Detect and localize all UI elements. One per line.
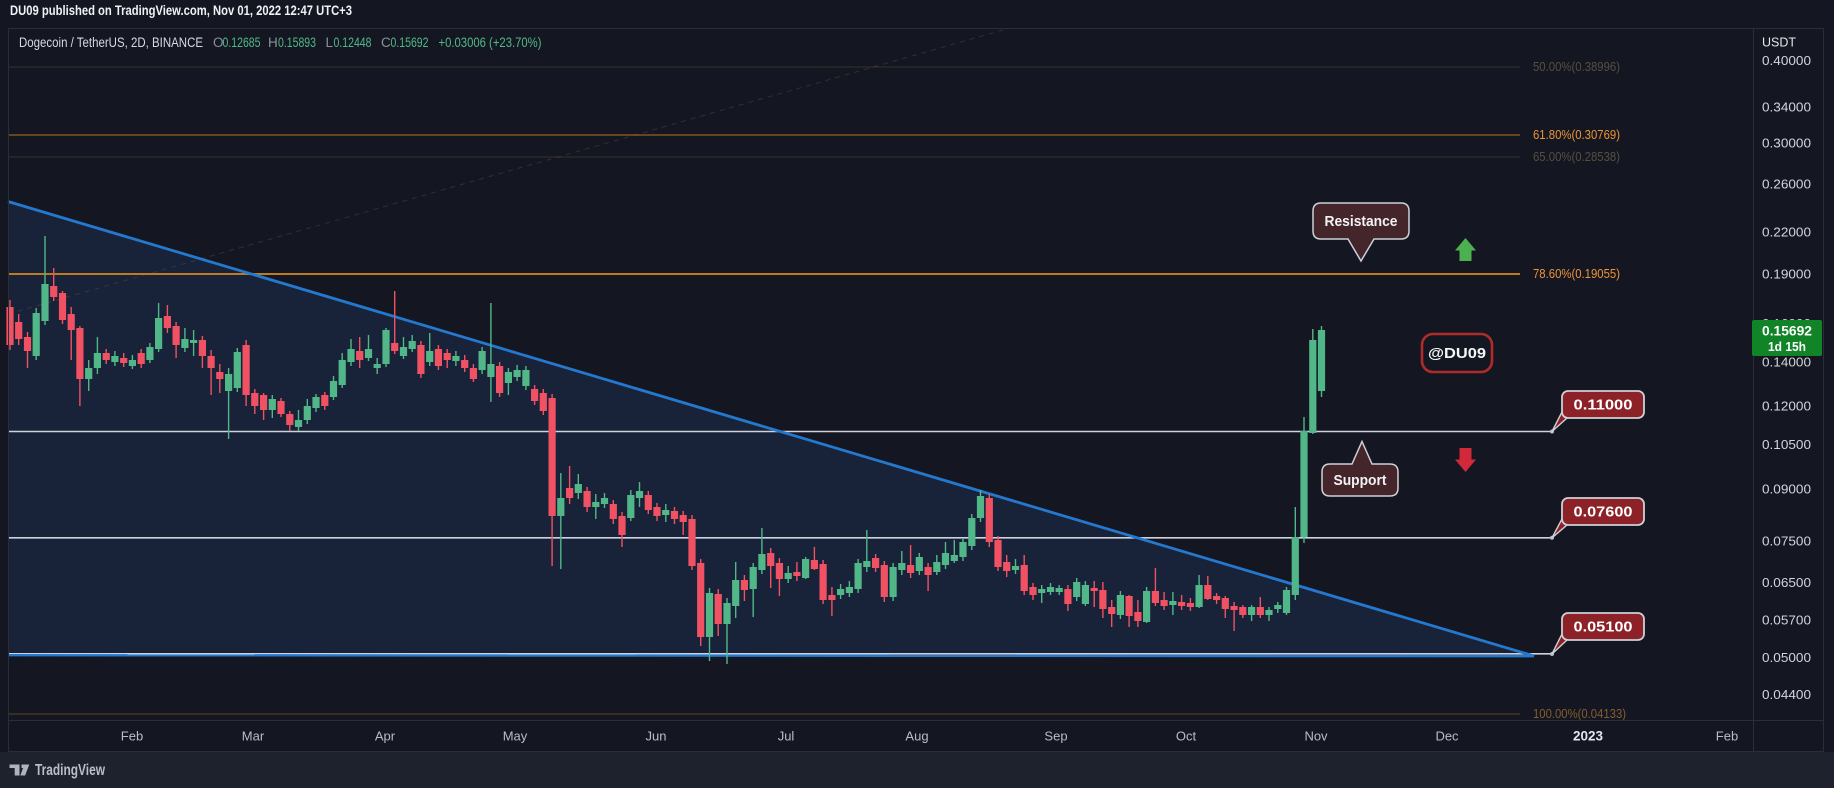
svg-text:Resistance: Resistance [1325,213,1398,230]
svg-text:TradingView: TradingView [35,762,106,779]
svg-text:65.00%(0.28538): 65.00%(0.28538) [1533,149,1620,164]
svg-text:100.00%(0.04133): 100.00%(0.04133) [1533,706,1626,721]
svg-text:0.12685: 0.12685 [223,35,261,50]
svg-text:0.10500: 0.10500 [1762,437,1811,452]
svg-text:2023: 2023 [1573,729,1604,744]
svg-text:0.07500: 0.07500 [1762,534,1811,549]
svg-text:May: May [503,728,528,743]
svg-text:0.09000: 0.09000 [1762,481,1811,496]
svg-text:0.07600: 0.07600 [1574,503,1633,520]
svg-text:0.05100: 0.05100 [1574,618,1633,635]
svg-text:Feb: Feb [1716,728,1738,743]
svg-text:Jun: Jun [646,728,667,743]
svg-text:61.80%(0.30769): 61.80%(0.30769) [1533,127,1620,142]
svg-text:50.00%(0.38996): 50.00%(0.38996) [1533,59,1620,74]
svg-text:Aug: Aug [905,728,928,743]
svg-text:Support: Support [1334,472,1387,489]
svg-text:0.12000: 0.12000 [1762,399,1811,414]
svg-text:Nov: Nov [1304,728,1328,743]
svg-text:0.12448: 0.12448 [334,35,372,50]
svg-text:C: C [381,35,391,50]
svg-text:Mar: Mar [242,728,265,743]
svg-text:0.22000: 0.22000 [1762,225,1811,240]
svg-text:0.15692: 0.15692 [1762,324,1812,339]
svg-text:L: L [326,35,334,50]
svg-text:0.34000: 0.34000 [1762,100,1811,115]
svg-text:Dogecoin / TetherUS, 2D, BINAN: Dogecoin / TetherUS, 2D, BINANCE [19,35,203,50]
svg-text:0.30000: 0.30000 [1762,136,1811,151]
svg-text:0.05700: 0.05700 [1762,613,1811,628]
svg-text:USDT: USDT [1762,34,1796,49]
svg-text:Apr: Apr [375,728,396,743]
svg-text:O: O [213,35,224,50]
svg-text:H: H [268,35,278,50]
svg-text:0.05000: 0.05000 [1762,650,1811,665]
svg-text:+0.03006 (+23.70%): +0.03006 (+23.70%) [439,35,542,50]
svg-text:0.04400: 0.04400 [1762,687,1811,702]
svg-text:Jul: Jul [778,728,795,743]
svg-text:Oct: Oct [1176,728,1197,743]
svg-text:0.26000: 0.26000 [1762,177,1811,192]
svg-text:0.40000: 0.40000 [1762,53,1811,68]
svg-text:0.15692: 0.15692 [391,35,429,50]
svg-text:@DU09: @DU09 [1428,345,1486,362]
svg-text:0.11000: 0.11000 [1574,396,1633,413]
svg-text:Sep: Sep [1044,728,1067,743]
svg-text:0.19000: 0.19000 [1762,267,1811,282]
svg-text:DU09 published on TradingView.: DU09 published on TradingView.com, Nov 0… [10,3,352,18]
svg-text:0.14000: 0.14000 [1762,355,1811,370]
svg-text:0.15893: 0.15893 [278,35,316,50]
svg-text:0.06500: 0.06500 [1762,575,1811,590]
svg-text:78.60%(0.19055): 78.60%(0.19055) [1533,266,1620,281]
svg-text:1d 15h: 1d 15h [1768,340,1806,354]
svg-text:Dec: Dec [1435,728,1459,743]
svg-text:Feb: Feb [121,728,143,743]
